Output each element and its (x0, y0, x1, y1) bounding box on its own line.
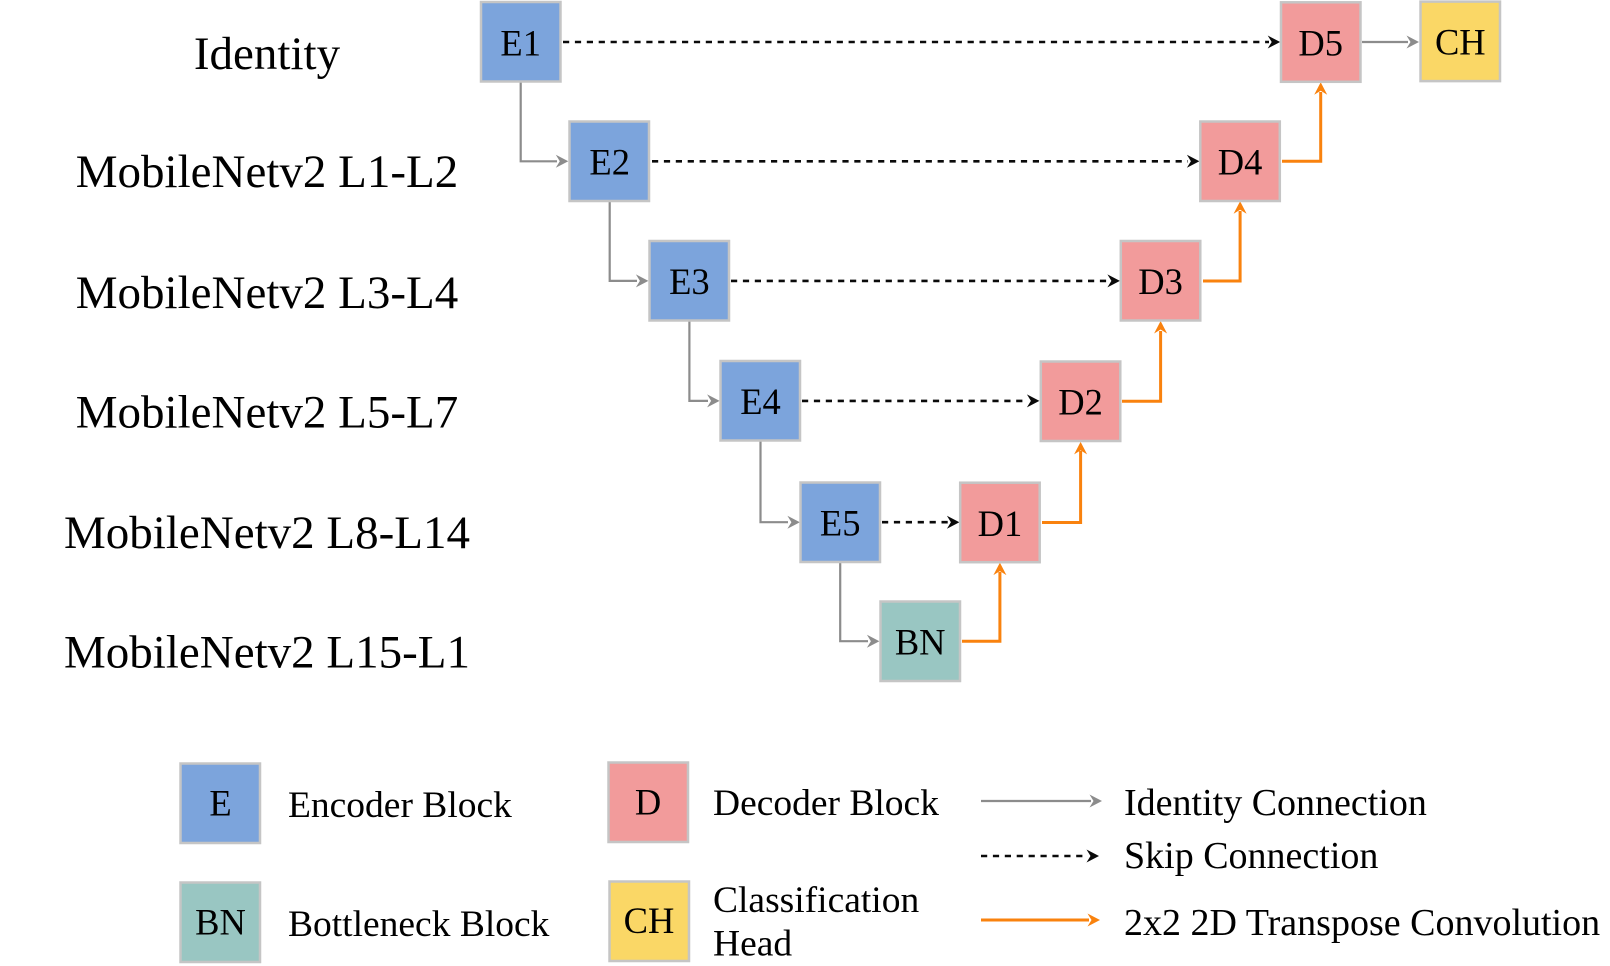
svg-text:Bottleneck Block: Bottleneck Block (288, 904, 550, 945)
svg-text:Skip Connection: Skip Connection (1124, 835, 1378, 877)
svg-text:Decoder Block: Decoder Block (713, 783, 939, 824)
svg-text:E: E (209, 783, 231, 824)
svg-text:MobileNetv2 L3-L4: MobileNetv2 L3-L4 (76, 267, 458, 319)
svg-text:E3: E3 (669, 261, 710, 302)
svg-text:MobileNetv2 L1-L2: MobileNetv2 L1-L2 (76, 146, 458, 198)
svg-text:E1: E1 (500, 22, 541, 63)
svg-text:E4: E4 (740, 381, 781, 422)
svg-text:CH: CH (624, 900, 675, 941)
svg-text:D: D (635, 782, 661, 823)
svg-text:D5: D5 (1298, 22, 1343, 63)
svg-text:D4: D4 (1218, 142, 1263, 183)
svg-text:Encoder Block: Encoder Block (288, 785, 512, 826)
svg-text:MobileNetv2 L5-L7: MobileNetv2 L5-L7 (76, 387, 458, 439)
svg-text:BN: BN (195, 902, 246, 943)
svg-text:D3: D3 (1138, 261, 1183, 302)
svg-text:D2: D2 (1058, 382, 1103, 423)
svg-text:2x2 2D Transpose Convolution: 2x2 2D Transpose Convolution (1124, 902, 1600, 944)
svg-text:Classification: Classification (713, 880, 919, 921)
svg-text:D1: D1 (978, 503, 1023, 544)
svg-text:E2: E2 (589, 142, 630, 183)
svg-text:CH: CH (1435, 22, 1486, 63)
svg-text:MobileNetv2 L15-L1: MobileNetv2 L15-L1 (64, 627, 470, 679)
svg-text:BN: BN (895, 622, 946, 663)
svg-text:Head: Head (713, 924, 792, 965)
svg-text:MobileNetv2 L8-L14: MobileNetv2 L8-L14 (64, 507, 470, 559)
svg-text:Identity: Identity (194, 28, 341, 80)
svg-text:Identity Connection: Identity Connection (1124, 782, 1427, 824)
svg-text:E5: E5 (820, 503, 861, 544)
